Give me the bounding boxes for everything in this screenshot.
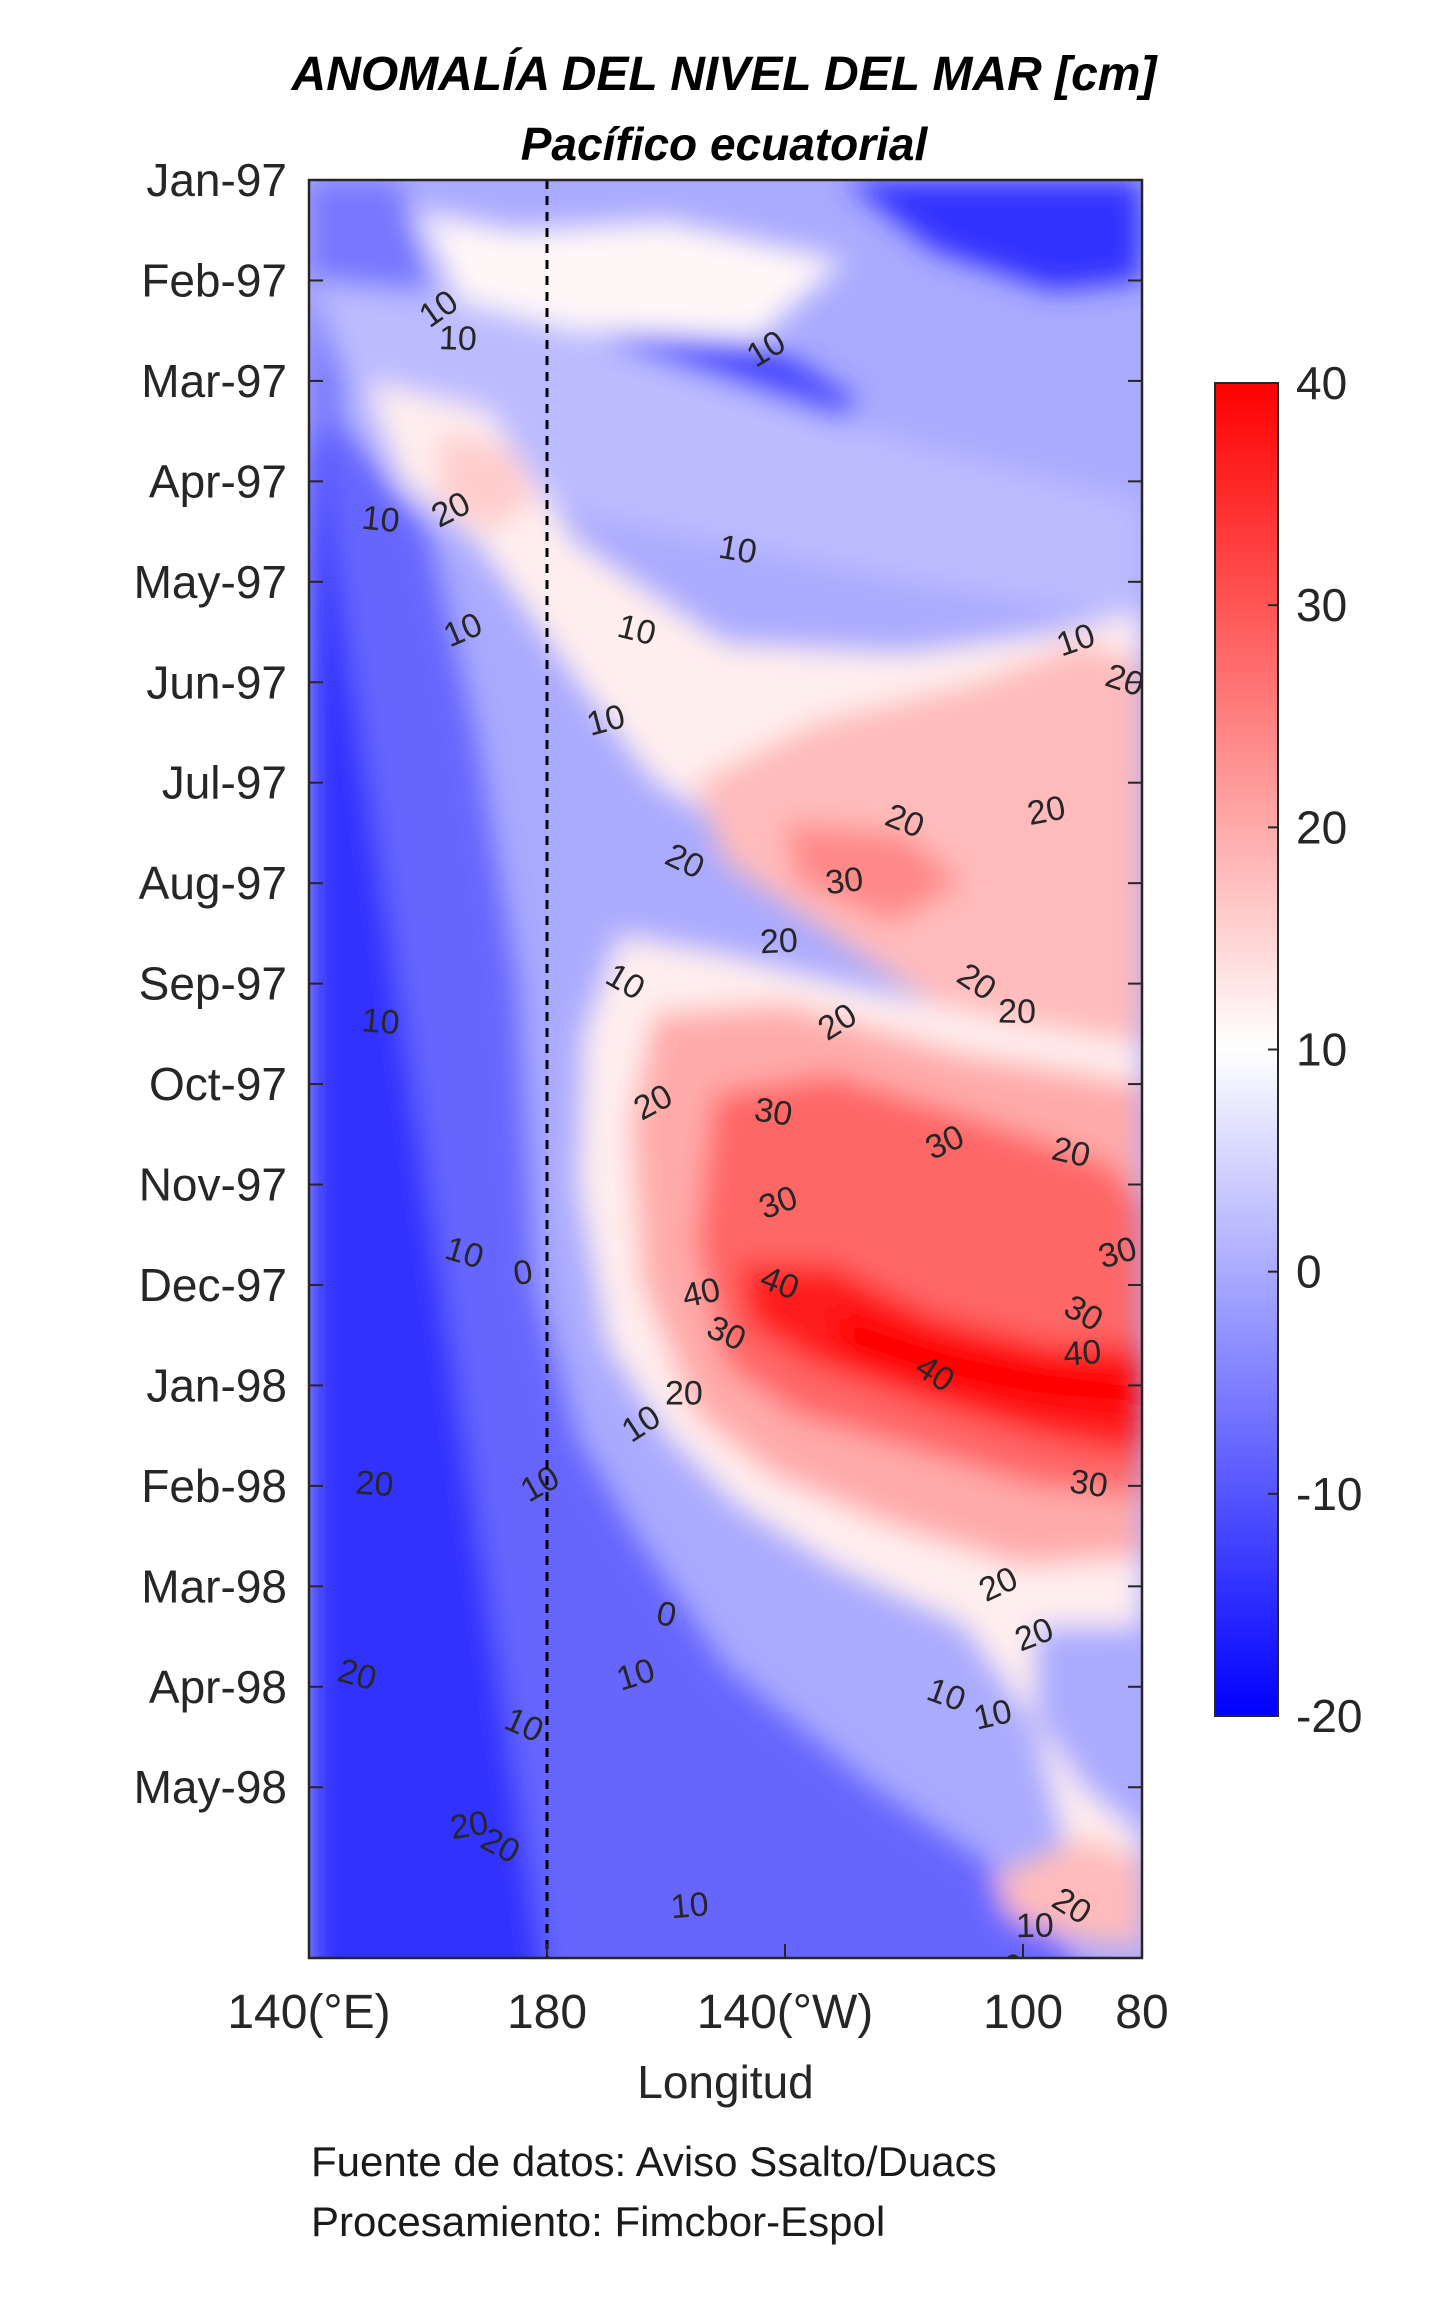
y-tick-label: May-98 [134, 1761, 287, 1813]
x-axis-label: Longitud [637, 2056, 814, 2108]
contour-label: 40 [1062, 1333, 1102, 1374]
colorbar-ticks: 40 30 20 10 0 -10 -20 [1268, 357, 1362, 1742]
anomaly-region-11 [439, 431, 536, 532]
colorbar-tick-label: 10 [1296, 1024, 1347, 1076]
y-tick-label: Oct-97 [149, 1058, 287, 1110]
colorbar-tick-label: -10 [1296, 1468, 1362, 1520]
contour-label: 20 [1048, 1130, 1093, 1176]
contour-label: 10 [970, 1692, 1015, 1738]
contour-label: 20 [998, 992, 1036, 1031]
anomaly-region-9 [416, 210, 845, 341]
contour-label: 20 [354, 1464, 394, 1505]
contour-label: 10 [614, 607, 660, 653]
y-tick-label: Jan-97 [146, 154, 287, 206]
y-tick-label: Jul-97 [162, 757, 287, 809]
x-tick-label: 100 [983, 1986, 1063, 2039]
y-axis: Jan-97 Feb-97 Mar-97 Apr-97 May-97 Jun-97 Jul-… [134, 154, 1142, 1813]
footer-source: Fuente de datos: Aviso Ssalto/Duacs [311, 2138, 997, 2185]
footer-processing: Procesamiento: Fimcbor-Espol [311, 2198, 886, 2245]
y-tick-label: Jun-97 [146, 656, 287, 708]
x-tick-label: 140(°W) [697, 1986, 874, 2039]
y-tick-label: Aug-97 [139, 857, 287, 909]
y-tick-label: Mar-98 [141, 1560, 287, 1612]
chart-subtitle: Pacífico ecuatorial [521, 118, 929, 170]
anomaly-region-20 [1034, 1626, 1142, 1838]
contour-label: 30 [752, 1090, 795, 1133]
contour-label: 10 [360, 499, 402, 541]
colorbar-tick-label: -20 [1296, 1690, 1362, 1742]
colorbar: 40 30 20 10 0 -10 -20 [1214, 357, 1362, 1742]
anomaly-region-6 [844, 180, 1142, 291]
contour-label: 30 [823, 860, 865, 902]
contour-label: 10 [438, 319, 477, 358]
anomaly-region-2 [309, 431, 890, 1958]
colorbar-tick-label: 0 [1296, 1246, 1322, 1298]
contour-label: 20 [1024, 789, 1068, 834]
anomaly-region-8 [309, 280, 1142, 622]
anomaly-field [309, 180, 1142, 1958]
contour-label: 10 [360, 1001, 401, 1042]
contour-label: 20 [665, 1374, 703, 1412]
y-tick-label: Nov-97 [139, 1159, 287, 1211]
contour-label: 30 [1067, 1462, 1110, 1505]
y-tick-label: Mar-97 [141, 355, 287, 407]
y-tick-label: May-97 [134, 556, 287, 608]
contour-label: 10 [716, 528, 760, 572]
contour-label: 10 [669, 1885, 710, 1926]
x-axis: 140(°E) 180 140(°W) 100 80 [227, 1944, 1169, 2039]
y-tick-label: Sep-97 [139, 958, 287, 1010]
x-tick-label: 180 [507, 1986, 587, 2039]
y-tick-label: Jan-98 [146, 1359, 287, 1411]
y-tick-label: Feb-98 [141, 1460, 287, 1512]
colorbar-gradient [1214, 382, 1279, 1717]
contour-label: 20 [448, 1804, 491, 1847]
plot-frame [307, 178, 1144, 1960]
anomaly-region-13 [785, 822, 964, 924]
colorbar-tick-label: 30 [1296, 579, 1347, 631]
contour-label: 40 [679, 1271, 724, 1316]
colorbar-tick-label: 20 [1296, 801, 1347, 853]
x-tick-label: 140(°E) [227, 1986, 390, 2039]
colorbar-tick-label: 40 [1296, 357, 1347, 409]
y-tick-label: Apr-97 [149, 455, 287, 507]
contour-label: 10 [1016, 1907, 1054, 1946]
x-tick-label: 80 [1115, 1986, 1168, 2039]
anomaly-region-18 [832, 1305, 1142, 1416]
y-tick-label: Apr-98 [149, 1661, 287, 1713]
anomaly-region-19 [993, 1837, 1142, 1948]
y-tick-label: Feb-97 [141, 254, 287, 306]
y-tick-label: Dec-97 [139, 1259, 287, 1311]
contour-label: 20 [759, 921, 799, 961]
anomaly-region-4 [309, 380, 1073, 1958]
chart-title: ANOMALÍA DEL NIVEL DEL MAR [cm] [291, 47, 1159, 101]
